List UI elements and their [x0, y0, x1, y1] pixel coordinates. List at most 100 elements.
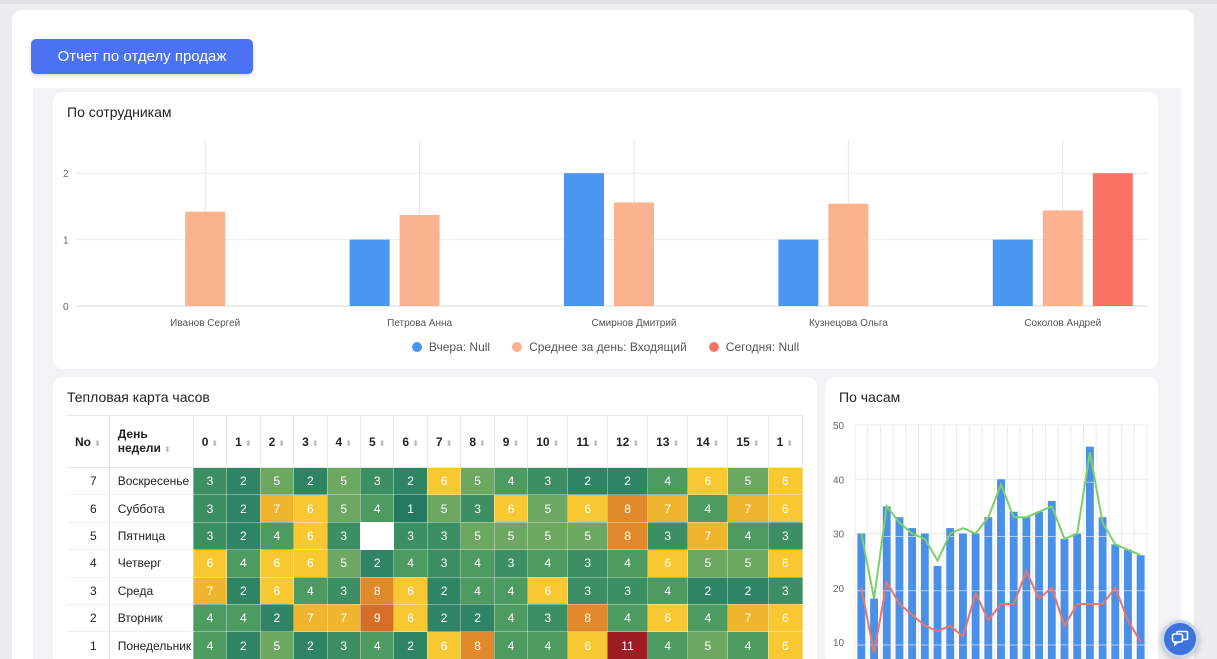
heatmap-cell[interactable]: 5: [326, 494, 361, 523]
heatmap-cell[interactable]: 6: [393, 603, 428, 633]
sort-icon[interactable]: ⬍: [345, 438, 352, 448]
column-header-hour[interactable]: 3 ⬍: [293, 415, 328, 468]
bar[interactable]: [1042, 210, 1083, 306]
column-header-hour[interactable]: 1 ⬍: [226, 415, 261, 468]
heatmap-cell[interactable]: 2: [460, 603, 495, 633]
heatmap-cell[interactable]: 3: [493, 549, 529, 578]
heatmap-cell[interactable]: 6: [293, 494, 328, 523]
heatmap-cell[interactable]: 7: [687, 521, 729, 551]
sort-icon[interactable]: ⬍: [632, 438, 640, 448]
heatmap-cell[interactable]: 2: [226, 494, 261, 523]
heatmap-cell[interactable]: 4: [647, 466, 689, 496]
bar[interactable]: [1111, 544, 1120, 659]
sort-icon[interactable]: ⬍: [445, 438, 453, 448]
heatmap-cell[interactable]: 8: [359, 576, 395, 605]
sort-icon[interactable]: ⬍: [311, 438, 319, 448]
heatmap-cell[interactable]: 5: [727, 466, 769, 496]
heatmap-cell[interactable]: 2: [567, 466, 608, 496]
column-header-hour[interactable]: 2 ⬍: [260, 415, 295, 468]
column-header-hour[interactable]: 8 ⬍: [460, 415, 495, 468]
heatmap-cell[interactable]: 4: [192, 631, 228, 659]
heatmap-cell[interactable]: 6: [647, 549, 689, 578]
heatmap-cell[interactable]: 7: [727, 494, 769, 523]
bar[interactable]: [778, 239, 819, 306]
heatmap-cell[interactable]: 4: [727, 521, 769, 551]
bar[interactable]: [1136, 555, 1145, 659]
heatmap-cell[interactable]: 3: [192, 466, 228, 496]
heatmap-cell[interactable]: 2: [226, 466, 261, 496]
heatmap-cell[interactable]: 3: [647, 521, 689, 551]
heatmap-cell[interactable]: 8: [460, 631, 495, 659]
heatmap-cell[interactable]: 6: [767, 466, 803, 496]
sort-icon[interactable]: ⬍: [672, 438, 680, 448]
heatmap-cell[interactable]: 3: [326, 576, 361, 605]
heatmap-cell[interactable]: 3: [192, 494, 228, 523]
heatmap-cell[interactable]: 6: [767, 603, 803, 633]
column-header-hour[interactable]: 9 ⬍: [494, 415, 529, 468]
bar[interactable]: [895, 517, 904, 659]
heatmap-cell[interactable]: 2: [426, 576, 462, 605]
heatmap-cell[interactable]: 8: [606, 521, 649, 551]
heatmap-cell[interactable]: 6: [767, 494, 803, 523]
heatmap-cell[interactable]: 2: [393, 466, 428, 496]
bar[interactable]: [828, 203, 869, 306]
heatmap-cell[interactable]: 4: [393, 549, 428, 578]
heatmap-cell[interactable]: 4: [493, 576, 529, 605]
heatmap-cell[interactable]: 3: [426, 549, 462, 578]
heatmap-cell[interactable]: 5: [527, 521, 569, 551]
bar[interactable]: [920, 533, 929, 659]
heatmap-cell[interactable]: 6: [567, 631, 608, 659]
heatmap-cell[interactable]: 2: [226, 631, 261, 659]
heatmap-cell[interactable]: 2: [259, 603, 295, 633]
bar[interactable]: [1060, 538, 1069, 659]
bar[interactable]: [1073, 533, 1082, 659]
bar[interactable]: [614, 202, 654, 306]
column-header-hour[interactable]: 12 ⬍: [607, 415, 649, 468]
column-header-hour[interactable]: 14 ⬍: [687, 415, 729, 468]
heatmap-cell[interactable]: 4: [293, 576, 328, 605]
heatmap-cell[interactable]: 2: [687, 576, 729, 605]
heatmap-cell[interactable]: 1: [393, 494, 428, 523]
column-header-hour[interactable]: 1 ⬍: [768, 415, 803, 468]
heatmap-cell[interactable]: 7: [259, 494, 295, 523]
heatmap-cell[interactable]: 4: [192, 603, 228, 633]
sort-icon[interactable]: ⬍: [552, 438, 560, 448]
heatmap-cell[interactable]: 2: [293, 466, 328, 496]
heatmap-cell[interactable]: 4: [259, 521, 295, 551]
sort-icon[interactable]: ⬍: [712, 438, 720, 448]
heatmap-cell[interactable]: 6: [259, 549, 295, 578]
heatmap-cell[interactable]: 3: [359, 466, 395, 496]
column-header-hour[interactable]: 10 ⬍: [527, 415, 569, 468]
heatmap-cell[interactable]: 6: [527, 576, 569, 605]
heatmap-cell[interactable]: 4: [527, 631, 569, 659]
heatmap-cell[interactable]: 4: [527, 549, 569, 578]
heatmap-cell[interactable]: 7: [192, 576, 228, 605]
heatmap-cell[interactable]: 4: [493, 466, 529, 496]
heatmap-cell[interactable]: 3: [326, 631, 361, 659]
heatmap-cell[interactable]: 6: [493, 494, 529, 523]
heatmap-cell[interactable]: 4: [493, 631, 529, 659]
heatmap-cell[interactable]: 6: [259, 576, 295, 605]
column-header-hour[interactable]: 5 ⬍: [360, 415, 395, 468]
heatmap-cell[interactable]: 5: [460, 466, 495, 496]
column-header-no[interactable]: No ⬍: [67, 415, 110, 468]
bar[interactable]: [185, 211, 226, 306]
sort-icon[interactable]: ⬍: [163, 444, 171, 454]
sort-icon[interactable]: ⬍: [752, 438, 760, 448]
heatmap-cell[interactable]: 5: [687, 549, 729, 578]
bar[interactable]: [1009, 511, 1018, 659]
heatmap-cell[interactable]: 8: [567, 603, 608, 633]
heatmap-cell[interactable]: [359, 521, 395, 551]
heatmap-cell[interactable]: 3: [527, 466, 569, 496]
sort-icon[interactable]: ⬍: [378, 438, 386, 448]
heatmap-cell[interactable]: 2: [727, 576, 769, 605]
heatmap-cell[interactable]: 4: [460, 549, 495, 578]
sort-icon[interactable]: ⬍: [512, 438, 520, 448]
heatmap-cell[interactable]: 6: [393, 576, 428, 605]
heatmap-cell[interactable]: 4: [647, 576, 689, 605]
column-header-hour[interactable]: 6 ⬍: [393, 415, 428, 468]
heatmap-cell[interactable]: 7: [727, 603, 769, 633]
heatmap-cell[interactable]: 2: [606, 466, 649, 496]
bar[interactable]: [1085, 446, 1094, 659]
bar[interactable]: [1035, 511, 1044, 659]
